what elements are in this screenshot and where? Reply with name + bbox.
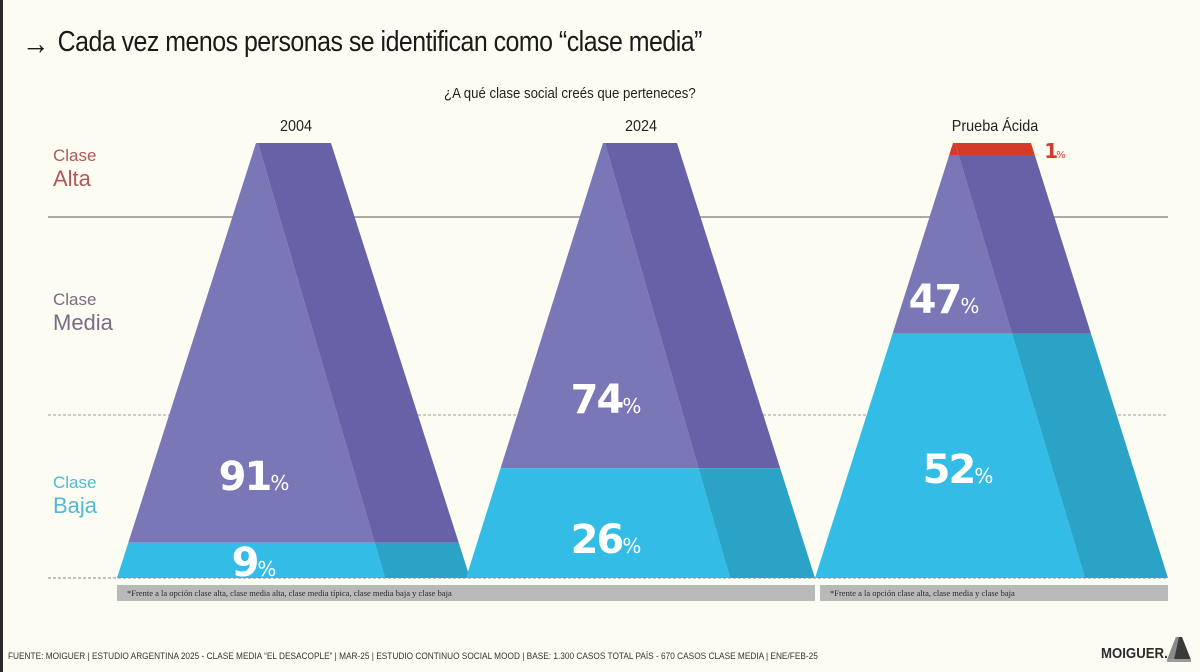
footnote-right: *Frente a la opción clase alta, clase me…: [820, 585, 1168, 601]
column-label-prueba-acida: Prueba Ácida: [951, 118, 1039, 135]
row-label-media-line1: Clase: [53, 290, 97, 309]
pyramid-2004-baja-front: [117, 542, 385, 578]
pyramid-2024-baja-side: [698, 468, 815, 578]
row-label-media-line2: Media: [53, 309, 113, 335]
column-label-2004: 2004: [279, 118, 313, 135]
pyramid-2024-media-side: [605, 143, 781, 469]
row-label-baja-line1: Clase: [53, 473, 97, 492]
right-arrow-icon: →: [22, 24, 50, 61]
row-label-alta-line1: Clase: [53, 146, 97, 165]
page-title-text: Cada vez menos personas se identifican c…: [57, 26, 703, 58]
pyramid-2004-media-front: [128, 143, 375, 543]
source-footer: FUENTE: MOIGUER | ESTUDIO ARGENTINA 2025…: [8, 651, 818, 661]
pyramid-prueba-acida-baja-side: [1011, 333, 1168, 578]
pyramid-2024-media-front: [500, 143, 699, 469]
column-label-2024: 2024: [624, 118, 658, 135]
pyramid-2004-baja-side: [374, 542, 470, 578]
label-prueba-acida-media: 47%: [909, 277, 980, 323]
left-border: [0, 0, 3, 672]
label-prueba-acida-alta: 1%: [1044, 139, 1065, 163]
row-label-alta: Clase Alta: [53, 146, 96, 191]
brand-name: MOIGUER.: [1101, 645, 1168, 662]
row-label-media: Clase Media: [53, 290, 113, 335]
pyramid-prueba-acida-media-front: [892, 154, 1012, 334]
page-title: → Cada vez menos personas se identifican…: [22, 26, 702, 59]
pyramid-prueba-acida-media-side: [958, 154, 1092, 334]
pyramid-prueba-acida-alta-front: [949, 143, 959, 155]
chart-subtitle: ¿A qué clase social creés que perteneces…: [444, 85, 696, 102]
row-label-baja: Clase Baja: [53, 473, 97, 518]
pyramid-prueba-acida-baja-front: [815, 333, 1085, 578]
label-2024-baja: 26%: [571, 517, 642, 563]
row-label-alta-line2: Alta: [53, 165, 91, 191]
label-2004-media: 91%: [219, 454, 290, 500]
row-label-baja-line2: Baja: [53, 492, 98, 518]
label-2024-media: 74%: [571, 377, 642, 423]
pyramid-2004-media-side: [258, 143, 459, 543]
moiguer-logo-icon: [1167, 637, 1191, 662]
footnote-left: *Frente a la opción clase alta, clase me…: [117, 585, 815, 601]
label-prueba-acida-baja: 52%: [923, 447, 994, 493]
pyramid-prueba-acida-alta-side: [955, 143, 1035, 155]
pyramid-2024-baja-front: [466, 468, 730, 578]
